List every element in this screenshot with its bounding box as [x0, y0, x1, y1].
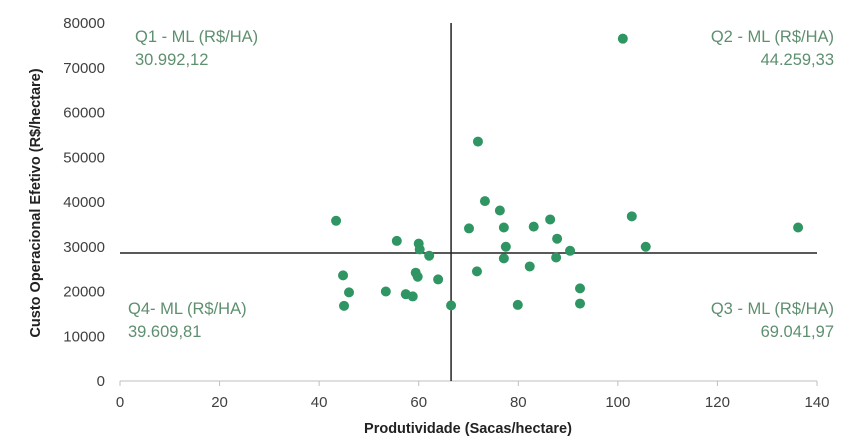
data-point [344, 287, 355, 298]
data-point [524, 261, 535, 272]
data-point [446, 300, 457, 311]
data-point [640, 241, 651, 252]
data-point [494, 205, 505, 216]
x-tick-label: 120 [705, 394, 730, 411]
data-point [551, 252, 562, 263]
data-point [380, 286, 391, 297]
y-tick-label: 0 [97, 373, 105, 390]
y-tick-label: 10000 [63, 328, 105, 345]
x-axis-label: Produtividade (Sacas/hectare) [364, 421, 572, 437]
data-point [500, 241, 511, 252]
q1-value: 30.992,12 [135, 51, 208, 69]
y-tick-label: 50000 [63, 149, 105, 166]
data-point [407, 291, 418, 302]
data-point [512, 299, 523, 310]
x-tick-label: 140 [804, 394, 829, 411]
q1-label: Q1 - ML (R$/HA) [135, 28, 258, 46]
x-tick-label: 100 [605, 394, 630, 411]
data-point [471, 266, 482, 277]
data-point [498, 222, 509, 233]
q3-label: Q3 - ML (R$/HA) [711, 300, 834, 318]
data-point [498, 253, 509, 264]
data-points [331, 33, 804, 311]
q4-label: Q4- ML (R$/HA) [128, 300, 247, 318]
data-point [479, 196, 490, 207]
x-tick-label: 40 [311, 394, 328, 411]
data-point [463, 223, 474, 234]
data-point [528, 221, 539, 232]
q2-label: Q2 - ML (R$/HA) [711, 28, 834, 46]
q3-value: 69.041,97 [761, 323, 834, 341]
data-point [424, 250, 435, 261]
data-point [412, 271, 423, 282]
y-tick-label: 30000 [63, 239, 105, 256]
data-point [414, 244, 425, 255]
y-tick-label: 60000 [63, 105, 105, 122]
x-tick-label: 0 [116, 394, 124, 411]
data-point [565, 245, 576, 256]
data-point [433, 274, 444, 285]
data-point [626, 211, 637, 222]
data-point [331, 215, 342, 226]
x-tick-label: 20 [211, 394, 228, 411]
data-point [793, 222, 804, 233]
x-tick-label: 60 [410, 394, 427, 411]
y-tick-label: 80000 [63, 15, 105, 32]
q2-value: 44.259,33 [761, 51, 834, 69]
axes [119, 380, 818, 386]
data-point [545, 214, 556, 225]
data-point [338, 270, 349, 281]
y-tick-label: 20000 [63, 284, 105, 301]
data-point [575, 283, 586, 294]
data-point [552, 233, 563, 244]
data-point [339, 300, 350, 311]
q4-value: 39.609,81 [128, 323, 201, 341]
x-tick-label: 80 [510, 394, 527, 411]
data-point [472, 136, 483, 147]
y-tick-label: 40000 [63, 194, 105, 211]
data-point [575, 298, 586, 309]
tick-labels: 0 20 40 60 80 100 120 140 0 10000 20000 30000 40000 5… [63, 15, 829, 411]
reference-lines [120, 23, 817, 381]
data-point [391, 235, 402, 246]
y-tick-label: 70000 [63, 60, 105, 77]
data-point [617, 33, 628, 44]
y-axis-label: Custo Operacional Efetivo (R$/hectare) [28, 68, 44, 337]
